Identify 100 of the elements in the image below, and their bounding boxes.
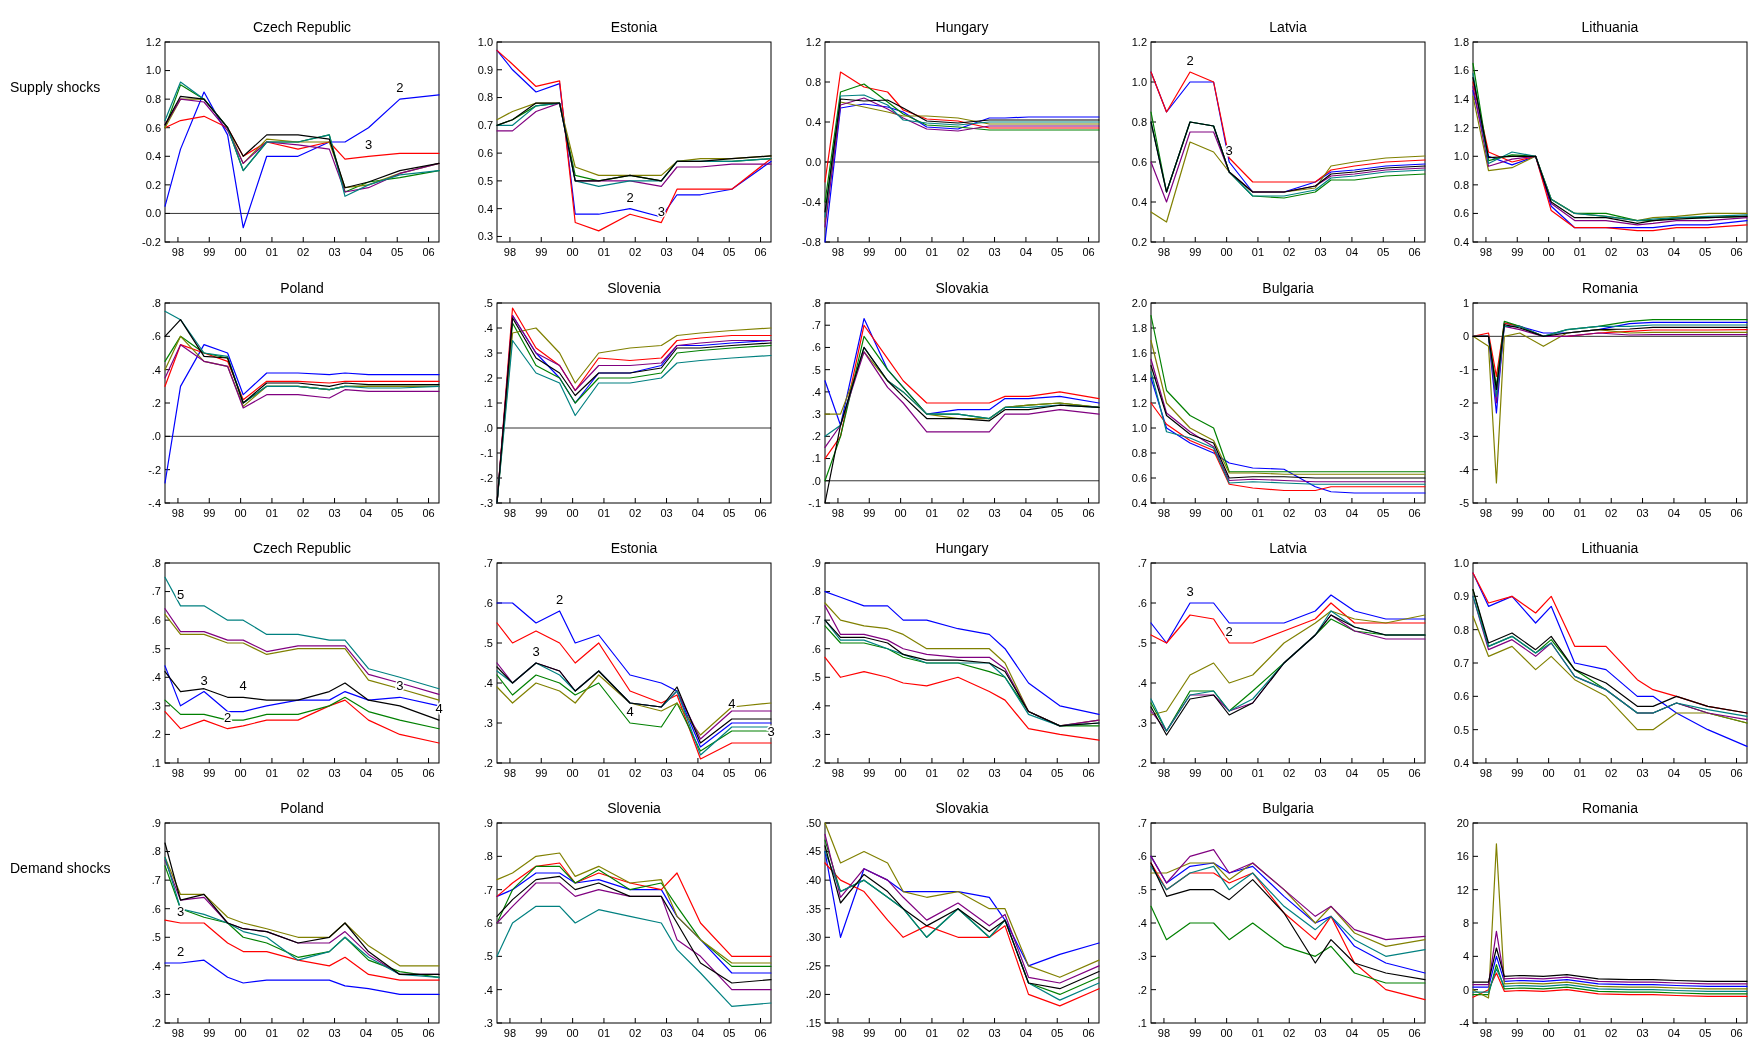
x-tick-label: 98 — [1157, 1027, 1171, 1039]
x-tick-label: 99 — [863, 767, 876, 779]
x-tick-label: 05 — [723, 507, 736, 519]
x-tick-label: 04 — [691, 767, 705, 779]
x-tick-label: 05 — [1051, 507, 1064, 519]
y-tick-label: .2 — [151, 728, 161, 741]
x-tick-label: 02 — [1605, 1027, 1618, 1039]
y-tick-label: 0.6 — [145, 121, 161, 134]
x-tick-label: 00 — [234, 767, 247, 779]
x-tick-label: 04 — [1667, 246, 1681, 258]
y-tick-label: 1.2 — [1453, 121, 1469, 134]
y-tick-label: .7 — [811, 613, 821, 626]
y-tick-label: .5 — [811, 363, 821, 376]
y-tick-label: 1.4 — [1131, 371, 1147, 384]
y-tick-label: 0.7 — [477, 119, 493, 132]
x-tick-label: 02 — [1283, 1027, 1296, 1039]
y-tick-label: 0.9 — [1453, 590, 1469, 603]
y-tick-label: .5 — [483, 950, 493, 963]
x-tick-label: 99 — [203, 507, 216, 519]
x-tick-label: 03 — [660, 246, 673, 258]
y-tick-label: 12 — [1456, 883, 1469, 896]
x-tick-label: 06 — [422, 507, 435, 519]
x-tick-label: 99 — [863, 507, 876, 519]
chart-title: Hungary — [935, 540, 989, 556]
x-tick-label: 02 — [629, 1027, 642, 1039]
x-tick-label: 01 — [597, 246, 611, 258]
x-tick-label: 02 — [297, 767, 310, 779]
x-tick-label: 03 — [988, 1027, 1001, 1039]
x-tick-label: 05 — [391, 1027, 404, 1039]
y-tick-label: .40 — [805, 873, 821, 886]
x-tick-label: 04 — [691, 507, 705, 519]
y-tick-label: .9 — [483, 816, 493, 829]
y-tick-label: -.2 — [480, 471, 493, 484]
y-tick-label: 2.0 — [1131, 296, 1147, 309]
chart-title: Poland — [280, 800, 324, 816]
x-tick-label: 04 — [691, 246, 705, 258]
y-tick-label: 0.7 — [1453, 656, 1469, 669]
y-tick-label: .6 — [151, 330, 161, 343]
x-tick-label: 06 — [1082, 1027, 1095, 1039]
y-tick-label: 0.2 — [145, 178, 161, 191]
x-tick-label: 05 — [391, 246, 404, 258]
chart-title: Latvia — [1269, 19, 1307, 35]
y-tick-label: .20 — [805, 988, 821, 1001]
y-tick-label: 0.4 — [1453, 756, 1469, 769]
chart-title: Lithuania — [1581, 540, 1639, 556]
x-tick-label: 05 — [1699, 767, 1712, 779]
x-tick-label: 03 — [988, 507, 1001, 519]
y-tick-label: .3 — [151, 699, 161, 712]
x-tick-label: 99 — [535, 1027, 548, 1039]
x-tick-label: 01 — [265, 246, 279, 258]
chart-title: Czech Republic — [252, 540, 352, 556]
x-tick-label: 99 — [1189, 246, 1202, 258]
y-tick-label: -.1 — [480, 446, 493, 459]
y-tick-label: .3 — [483, 1016, 493, 1029]
x-tick-label: 03 — [328, 1027, 341, 1039]
x-tick-label: 98 — [1157, 767, 1171, 779]
y-tick-label: .3 — [151, 988, 161, 1001]
x-tick-label: 01 — [597, 767, 611, 779]
y-tick-label: 0 — [1462, 330, 1469, 343]
x-tick-label: 04 — [1667, 1027, 1681, 1039]
x-tick-label: 99 — [863, 1027, 876, 1039]
y-tick-label: .7 — [151, 873, 161, 886]
y-tick-label: 1.6 — [1453, 64, 1469, 77]
annotation: 2 — [626, 189, 634, 205]
y-tick-label: 1.0 — [477, 35, 493, 48]
x-tick-label: 98 — [831, 767, 845, 779]
x-tick-label: 98 — [1479, 246, 1493, 258]
x-tick-label: 98 — [1479, 767, 1493, 779]
x-tick-label: 03 — [660, 507, 673, 519]
y-tick-label: .5 — [483, 296, 493, 309]
x-tick-label: 00 — [894, 767, 907, 779]
y-tick-label: .0 — [151, 430, 161, 443]
y-tick-label: .2 — [151, 1016, 161, 1029]
y-tick-label: 0.8 — [805, 75, 821, 88]
x-tick-label: 00 — [1220, 246, 1233, 258]
x-tick-label: 04 — [1019, 507, 1033, 519]
y-tick-label: 0.8 — [477, 91, 493, 104]
x-tick-label: 06 — [422, 1027, 435, 1039]
text: Supply shocks — [10, 79, 101, 95]
x-tick-label: 03 — [1636, 246, 1649, 258]
y-tick-label: -0.2 — [142, 235, 161, 248]
x-tick-label: 02 — [1605, 767, 1618, 779]
x-tick-label: 05 — [1377, 1027, 1390, 1039]
x-tick-label: 99 — [1189, 507, 1202, 519]
y-tick-label: -2 — [1459, 396, 1469, 409]
x-tick-label: 03 — [1314, 507, 1327, 519]
y-tick-label: .3 — [483, 346, 493, 359]
x-tick-label: 05 — [1377, 767, 1390, 779]
chart-title: Bulgaria — [1262, 800, 1314, 816]
x-tick-label: 00 — [1220, 1027, 1233, 1039]
y-tick-label: .5 — [151, 642, 161, 655]
x-tick-label: 03 — [328, 767, 341, 779]
y-tick-label: 1.0 — [1453, 556, 1469, 569]
y-tick-label: .2 — [151, 396, 161, 409]
x-tick-label: 98 — [503, 246, 517, 258]
x-tick-label: 06 — [1730, 1027, 1743, 1039]
x-tick-label: 06 — [754, 767, 767, 779]
x-tick-label: 02 — [629, 767, 642, 779]
y-tick-label: 1 — [1462, 296, 1469, 309]
y-tick-label: .6 — [811, 642, 821, 655]
